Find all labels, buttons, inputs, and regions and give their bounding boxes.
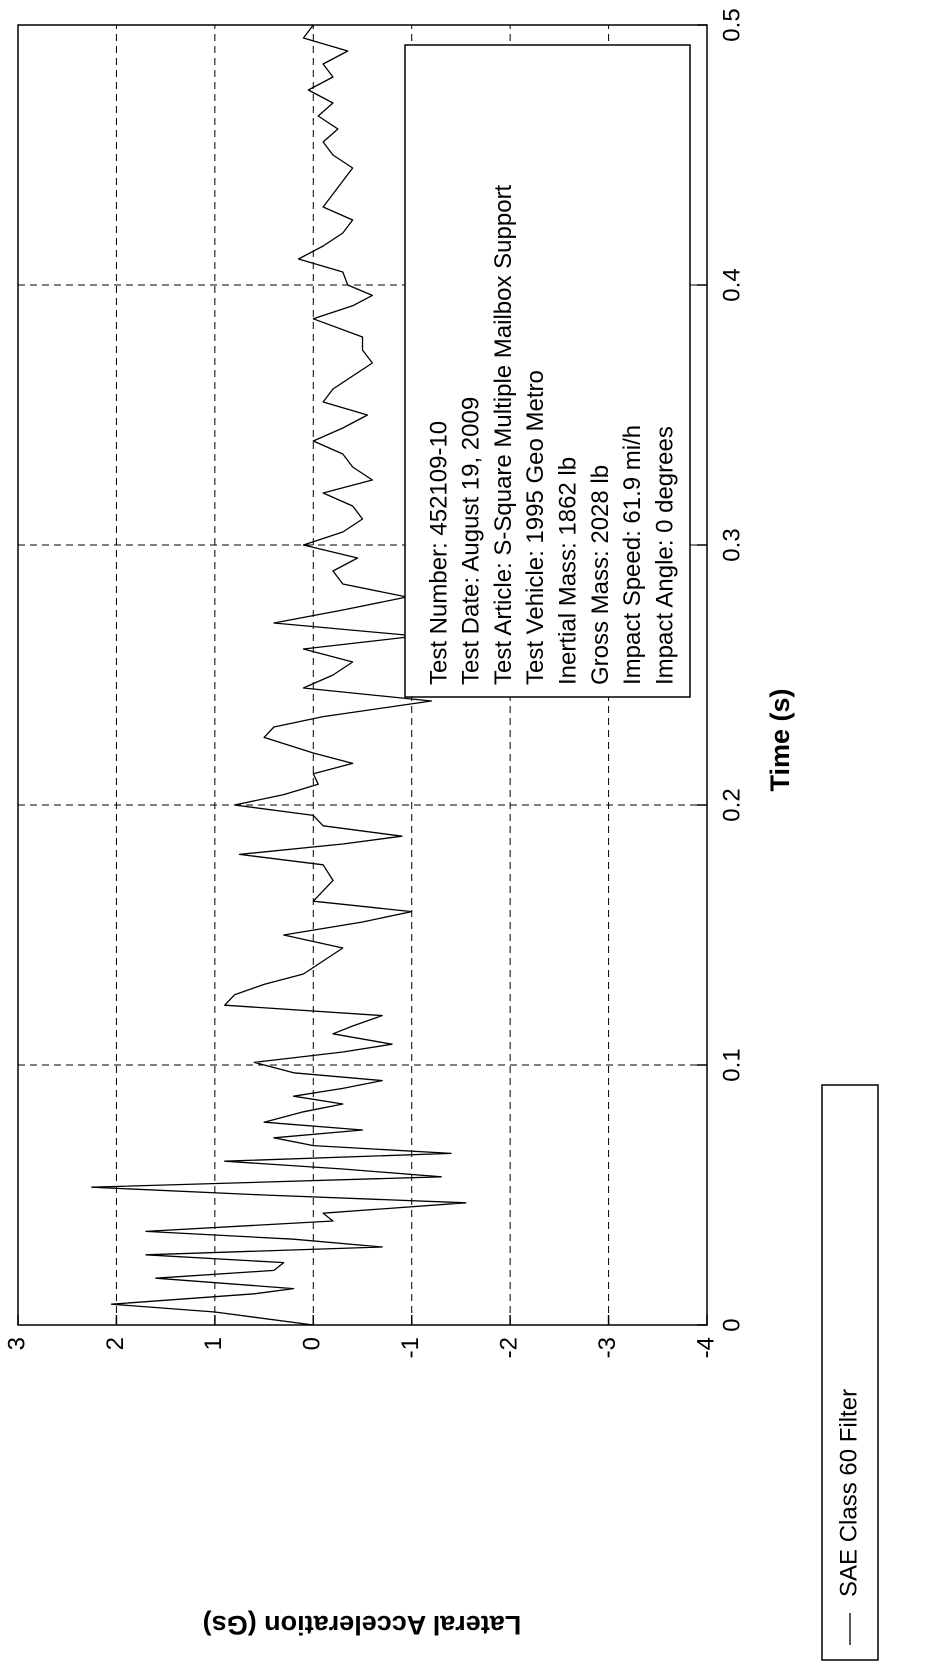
annotation-line: Test Vehicle: 1995 Geo Metro (522, 370, 549, 685)
y-tick-label: 0 (299, 1337, 326, 1350)
annotation-line: Test Article: S-Square Multiple Mailbox … (490, 184, 517, 685)
annotation-line: Gross Mass: 2028 lb (587, 465, 614, 685)
annotation-line: Impact Angle: 0 degrees (651, 426, 678, 685)
data-line (91, 24, 467, 1326)
annotation-box (404, 44, 691, 698)
y-tick-label: -3 (594, 1337, 621, 1358)
x-tick-label: 0.4 (718, 268, 745, 301)
x-tick-label: 0.3 (718, 528, 745, 561)
legend-label: SAE Class 60 Filter (835, 1389, 862, 1597)
y-tick-label: -2 (495, 1337, 522, 1358)
annotation-line: Test Number: 452109-10 (425, 421, 452, 685)
legend-box (821, 1084, 879, 1661)
x-tick-label: 0 (718, 1318, 745, 1331)
y-tick-label: 2 (102, 1337, 129, 1350)
annotation-line: Inertial Mass: 1862 lb (555, 457, 582, 685)
x-axis-title: Time (s) (765, 688, 795, 791)
x-tick-label: 0.5 (718, 8, 745, 41)
annotation-line: Test Date: August 19, 2009 (458, 397, 485, 685)
x-tick-label: 0.2 (718, 788, 745, 821)
y-tick-label: 3 (3, 1337, 30, 1350)
y-tick-label: -4 (692, 1337, 719, 1358)
y-axis-title: Lateral Acceleration (Gs) (203, 1610, 522, 1640)
plot-frame (17, 24, 708, 1326)
y-tick-label: -1 (397, 1337, 424, 1358)
y-tick-label: 1 (200, 1337, 227, 1350)
x-tick-label: 0.1 (718, 1048, 745, 1081)
annotation-line: Impact Speed: 61.9 mi/h (619, 425, 646, 685)
